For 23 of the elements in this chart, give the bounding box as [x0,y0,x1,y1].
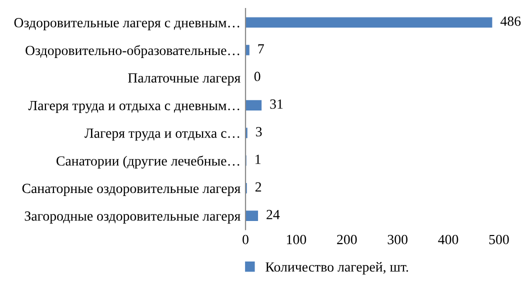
x-tick-label: 400 [438,234,458,244]
y-tick-label: Лагеря труда и отдыха с дневным… [28,100,240,114]
x-tick-label: 0 [242,234,248,244]
y-tick-label: Лагеря труда и отдыха с… [84,128,240,141]
y-tick-label: Оздоровительные лагеря с дневным… [14,18,240,30]
data-label: 486 [500,16,521,26]
x-tick-label: 100 [287,234,306,244]
data-label: 24 [266,210,280,220]
data-label: 7 [258,44,264,54]
x-tick-label: 300 [388,234,408,244]
y-tick-label: Оздоровительно-образовательные… [26,45,240,58]
y-tick-label: Палаточные лагеря [128,73,240,86]
data-label: 0 [254,72,260,82]
y-tick-label: Загородные оздоровительные лагеря [24,211,240,224]
y-tick-label: Санаторные оздоровительные лагеря [22,184,240,196]
y-tick-label: Санатории (другие лечебные… [56,156,240,169]
data-label: 3 [256,127,262,136]
x-tick-label: 500 [489,234,509,244]
data-label: 31 [270,99,283,109]
data-label: 2 [255,182,262,192]
data-label: 1 [256,154,260,164]
x-tick-label: 200 [337,234,357,244]
legend-label: Количество лагерей, шт. [266,262,408,274]
